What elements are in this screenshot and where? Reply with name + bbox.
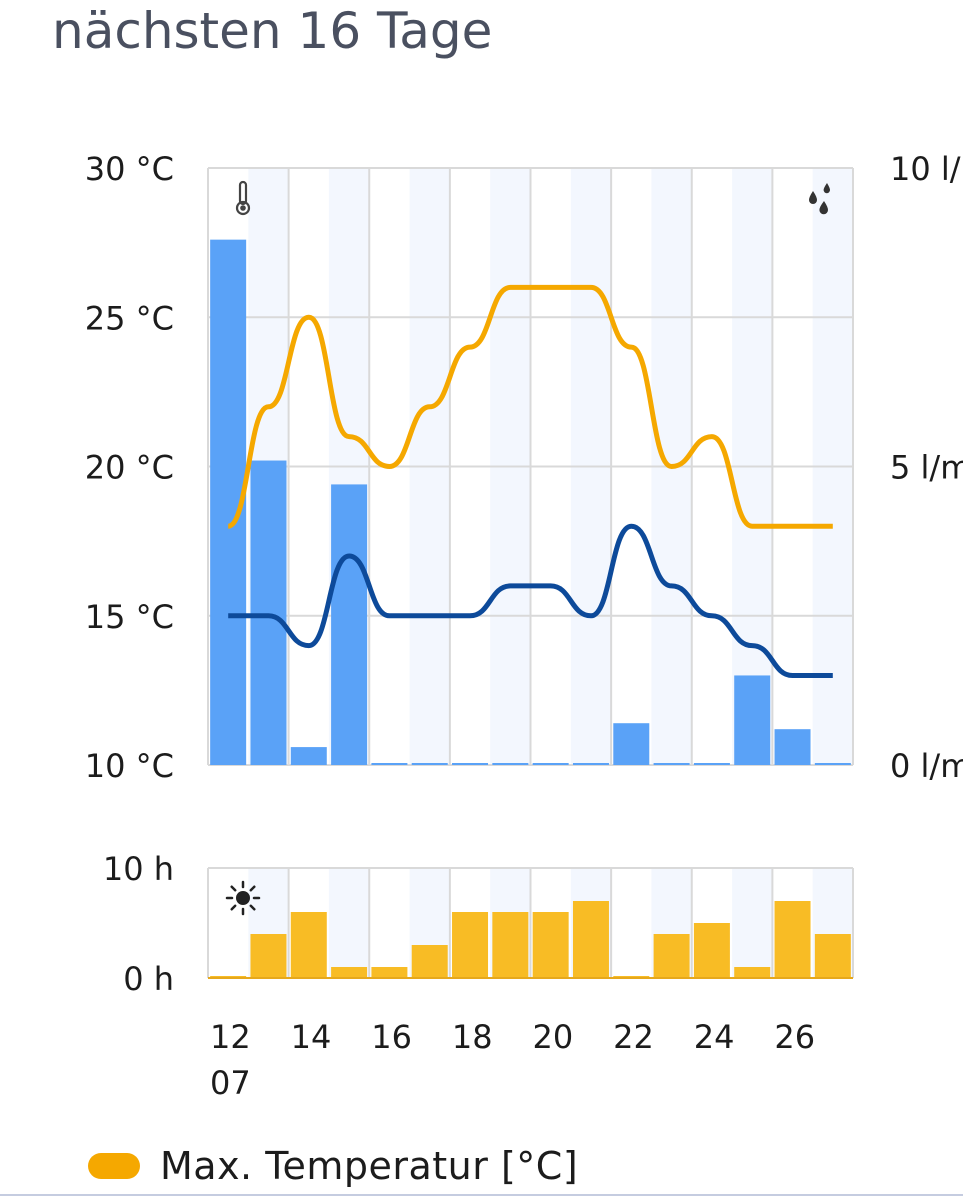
precipitation-bar xyxy=(613,723,650,765)
sunshine-bar xyxy=(774,901,811,978)
date-tick-label: 12 xyxy=(210,1018,251,1056)
thermometer-bulb xyxy=(235,200,251,216)
sunshine-bar xyxy=(371,967,408,978)
date-month-label: 07 xyxy=(210,1064,251,1102)
precipitation-bar xyxy=(814,763,851,765)
sunshine-bar xyxy=(814,934,851,978)
page-title: nächsten 16 Tage xyxy=(52,2,493,60)
sun-ray xyxy=(230,885,237,892)
precipitation-bar xyxy=(371,763,408,765)
raindrop xyxy=(823,183,830,194)
precipitation-axis: 10 l/m² 5 l/m² 0 l/m² xyxy=(890,150,963,785)
sunshine-bar xyxy=(452,912,489,978)
precipitation-tick-label: 5 l/m² xyxy=(890,449,963,487)
sunshine-bar xyxy=(734,967,771,978)
precipitation-bar xyxy=(653,763,690,765)
sunshine-bar xyxy=(532,912,569,978)
min-temperature-line xyxy=(228,523,833,678)
max-temperature-line xyxy=(227,284,833,529)
thermometer-tube xyxy=(238,180,248,206)
day-band xyxy=(732,868,773,978)
temperature-tick-label: 10 °C xyxy=(85,747,174,785)
precipitation-bar xyxy=(411,763,448,765)
day-band xyxy=(328,868,370,978)
sunshine-bar xyxy=(693,923,730,978)
sunshine-axis: 10 h 0 h xyxy=(103,850,174,998)
sunshine-tick-label: 10 h xyxy=(103,850,174,888)
precipitation-bar xyxy=(331,484,368,765)
precipitation-bar xyxy=(290,747,327,765)
precipitation-bar xyxy=(250,460,287,765)
chart-legend[interactable]: Max. Temperatur [°C] xyxy=(88,1138,578,1194)
legend-label-max-temp: Max. Temperatur [°C] xyxy=(160,1144,579,1188)
date-tick-label: 14 xyxy=(291,1018,332,1056)
legend-swatch-max-temp xyxy=(88,1153,140,1179)
page-divider xyxy=(0,1194,963,1196)
sun-ray xyxy=(249,885,256,892)
sun-ray xyxy=(230,904,237,911)
date-tick-label: 20 xyxy=(533,1018,574,1056)
temperature-axis: 30 °C 25 °C 20 °C 15 °C 10 °C xyxy=(85,150,174,785)
sunshine-bar xyxy=(653,934,690,978)
date-tick-label: 22 xyxy=(613,1018,654,1056)
sun-disc xyxy=(236,891,250,905)
temperature-lines xyxy=(227,284,833,678)
date-axis: 12 14 16 18 20 22 24 26 07 xyxy=(210,1018,815,1102)
sunshine-tick-label: 0 h xyxy=(123,960,174,998)
precipitation-bar xyxy=(452,763,489,765)
raindrop xyxy=(809,191,817,204)
precipitation-bar xyxy=(492,763,529,765)
precipitation-bar xyxy=(734,675,771,765)
temperature-tick-label: 20 °C xyxy=(85,449,174,487)
grid-lines xyxy=(207,167,854,978)
sunshine-bar xyxy=(411,945,448,978)
temperature-tick-label: 15 °C xyxy=(85,598,174,636)
sunshine-bar xyxy=(290,912,327,978)
raindrops-icon xyxy=(809,183,830,215)
thermometer-fill xyxy=(240,205,246,211)
thermometer-icon xyxy=(235,180,251,216)
precipitation-tick-label: 10 l/m² xyxy=(890,150,963,188)
sunshine-bar xyxy=(331,967,368,978)
precipitation-bar xyxy=(572,763,609,765)
forecast-chart: 30 °C 25 °C 20 °C 15 °C 10 °C 10 l/m² 5 l/m² 0… xyxy=(85,150,963,1102)
date-tick-label: 16 xyxy=(371,1018,412,1056)
precipitation-bar xyxy=(693,763,730,765)
precipitation-bar xyxy=(532,763,569,765)
sunshine-bar xyxy=(572,901,609,978)
precipitation-tick-label: 0 l/m² xyxy=(890,747,963,785)
sunshine-bar xyxy=(492,912,529,978)
sunshine-bars xyxy=(208,901,853,979)
date-tick-label: 18 xyxy=(452,1018,493,1056)
temperature-tick-label: 25 °C xyxy=(85,299,174,337)
raindrop xyxy=(819,201,828,215)
sunshine-bar xyxy=(250,934,287,978)
chart-icons xyxy=(225,180,830,916)
date-tick-label: 24 xyxy=(694,1018,735,1056)
precipitation-bars xyxy=(210,239,851,765)
sun-icon xyxy=(225,880,261,916)
precipitation-bar xyxy=(774,729,811,765)
sun-ray xyxy=(249,904,256,911)
date-tick-label: 26 xyxy=(774,1018,815,1056)
temperature-tick-label: 30 °C xyxy=(85,150,174,188)
